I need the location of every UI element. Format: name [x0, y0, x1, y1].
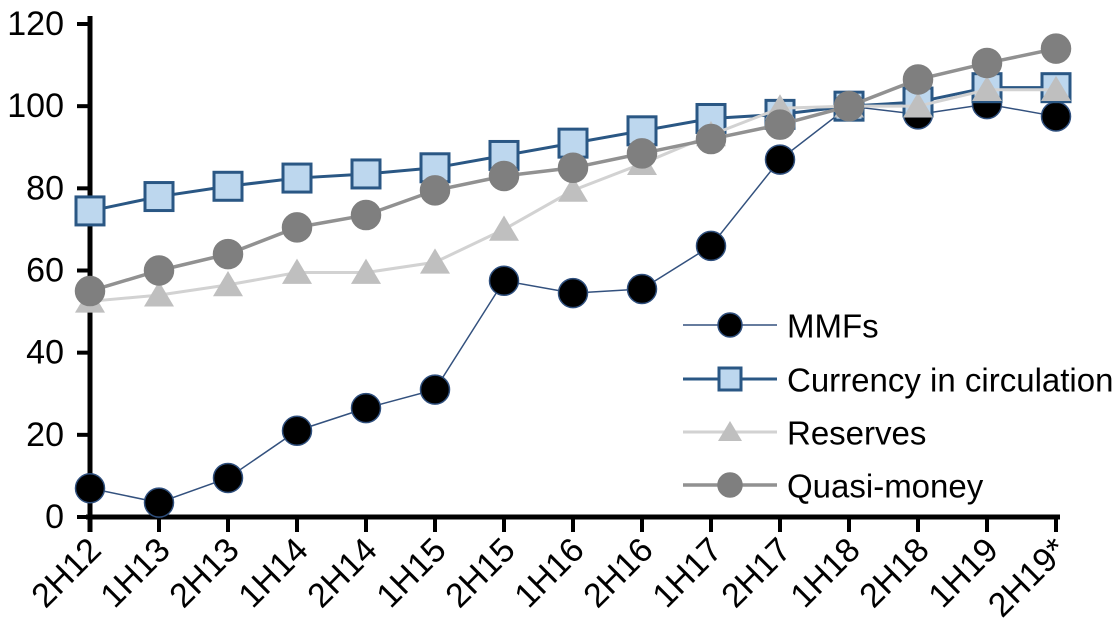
- data-point-mmfs-2H16: [626, 273, 658, 305]
- x-tick-label: 2H17: [714, 531, 798, 615]
- data-point-currency-in-circulation-2H13: [212, 170, 244, 202]
- data-point-quasi-money-1H15: [419, 175, 451, 206]
- data-point-reserves-2H19: [1041, 75, 1071, 102]
- legend-label-currency-in-circulation: Currency in circulation: [787, 362, 1113, 399]
- data-point-mmfs-2H19: [1040, 101, 1072, 132]
- y-tick-label: 20: [26, 416, 64, 454]
- data-point-currency-in-circulation-1H14: [281, 162, 313, 194]
- legend-label-reserves: Reserves: [787, 415, 926, 452]
- data-point-mmfs-1H13: [143, 487, 175, 518]
- legend-marker-currency-in-circulation: [717, 366, 743, 392]
- data-point-quasi-money-1H14: [281, 212, 313, 243]
- data-point-reserves-2H18: [903, 92, 933, 118]
- data-point-quasi-money-1H17: [695, 123, 727, 155]
- data-point-mmfs-2H15: [488, 265, 520, 297]
- y-tick-label: 120: [7, 5, 64, 43]
- x-tick-label: 2H16: [576, 531, 660, 615]
- data-point-reserves-2H15: [489, 215, 519, 241]
- x-tick-label: 2H15: [438, 531, 522, 615]
- data-point-mmfs-2H14: [350, 392, 382, 424]
- legend-label-mmfs: MMFs: [787, 308, 879, 345]
- data-point-reserves-2H13: [213, 270, 243, 297]
- data-point-mmfs-1H16: [557, 277, 589, 309]
- data-point-quasi-money-1H13: [143, 255, 175, 286]
- y-tick-label: 60: [26, 252, 64, 290]
- data-point-quasi-money-2H12: [74, 275, 106, 307]
- data-point-mmfs-1H15: [419, 374, 451, 405]
- data-point-quasi-money-1H19: [971, 47, 1003, 79]
- x-tick-label: 1H18: [783, 531, 867, 615]
- data-point-quasi-money-2H16: [626, 138, 658, 169]
- data-point-quasi-money-1H16: [557, 152, 589, 184]
- x-tick-label: 1H14: [231, 531, 315, 615]
- y-tick-label: 0: [45, 498, 64, 536]
- y-tick-label: 40: [26, 334, 64, 372]
- data-point-reserves-1H16: [558, 176, 588, 202]
- legend-marker-mmfs: [717, 312, 743, 338]
- x-tick-label: 2H13: [162, 531, 246, 615]
- data-point-mmfs-2H13: [212, 462, 244, 494]
- x-tick-label: 1H16: [507, 531, 591, 615]
- data-point-quasi-money-2H17: [764, 109, 796, 140]
- legend-label-quasi-money: Quasi-money: [787, 468, 984, 505]
- x-tick-label: 2H12: [24, 531, 108, 615]
- data-point-quasi-money-1H18: [833, 90, 865, 122]
- data-point-reserves-1H13: [144, 281, 174, 307]
- x-tick-label: 1H15: [369, 531, 453, 615]
- x-tick-label: 2H14: [300, 531, 384, 615]
- legend-marker-quasi-money: [717, 472, 743, 498]
- y-tick-label: 80: [26, 169, 64, 207]
- data-point-mmfs-2H12: [74, 472, 106, 504]
- data-point-currency-in-circulation-1H16: [557, 127, 589, 159]
- data-point-quasi-money-2H14: [350, 199, 382, 231]
- data-point-quasi-money-2H15: [488, 160, 520, 192]
- data-point-reserves-2H14: [351, 258, 381, 284]
- x-tick-label: 2H18: [852, 531, 936, 615]
- data-point-currency-in-circulation-2H12: [74, 195, 106, 227]
- data-point-mmfs-2H17: [764, 144, 796, 175]
- data-point-mmfs-1H14: [281, 415, 313, 446]
- x-tick-label: 1H13: [93, 531, 177, 615]
- x-tick-label: 2H19*: [981, 531, 1075, 625]
- data-point-currency-in-circulation-2H14: [350, 158, 382, 190]
- data-point-reserves-1H19: [972, 75, 1002, 102]
- data-point-quasi-money-2H19: [1040, 33, 1072, 64]
- data-point-currency-in-circulation-2H16: [626, 115, 658, 147]
- data-point-reserves-1H15: [420, 248, 450, 274]
- data-point-mmfs-1H17: [695, 230, 727, 262]
- legend-marker-reserves: [718, 420, 742, 441]
- data-point-quasi-money-2H18: [902, 64, 934, 95]
- x-tick-label: 1H17: [645, 531, 729, 615]
- y-tick-label: 100: [7, 87, 64, 125]
- data-point-reserves-1H14: [282, 258, 312, 284]
- data-point-currency-in-circulation-1H13: [143, 181, 175, 213]
- data-point-quasi-money-2H13: [212, 238, 244, 270]
